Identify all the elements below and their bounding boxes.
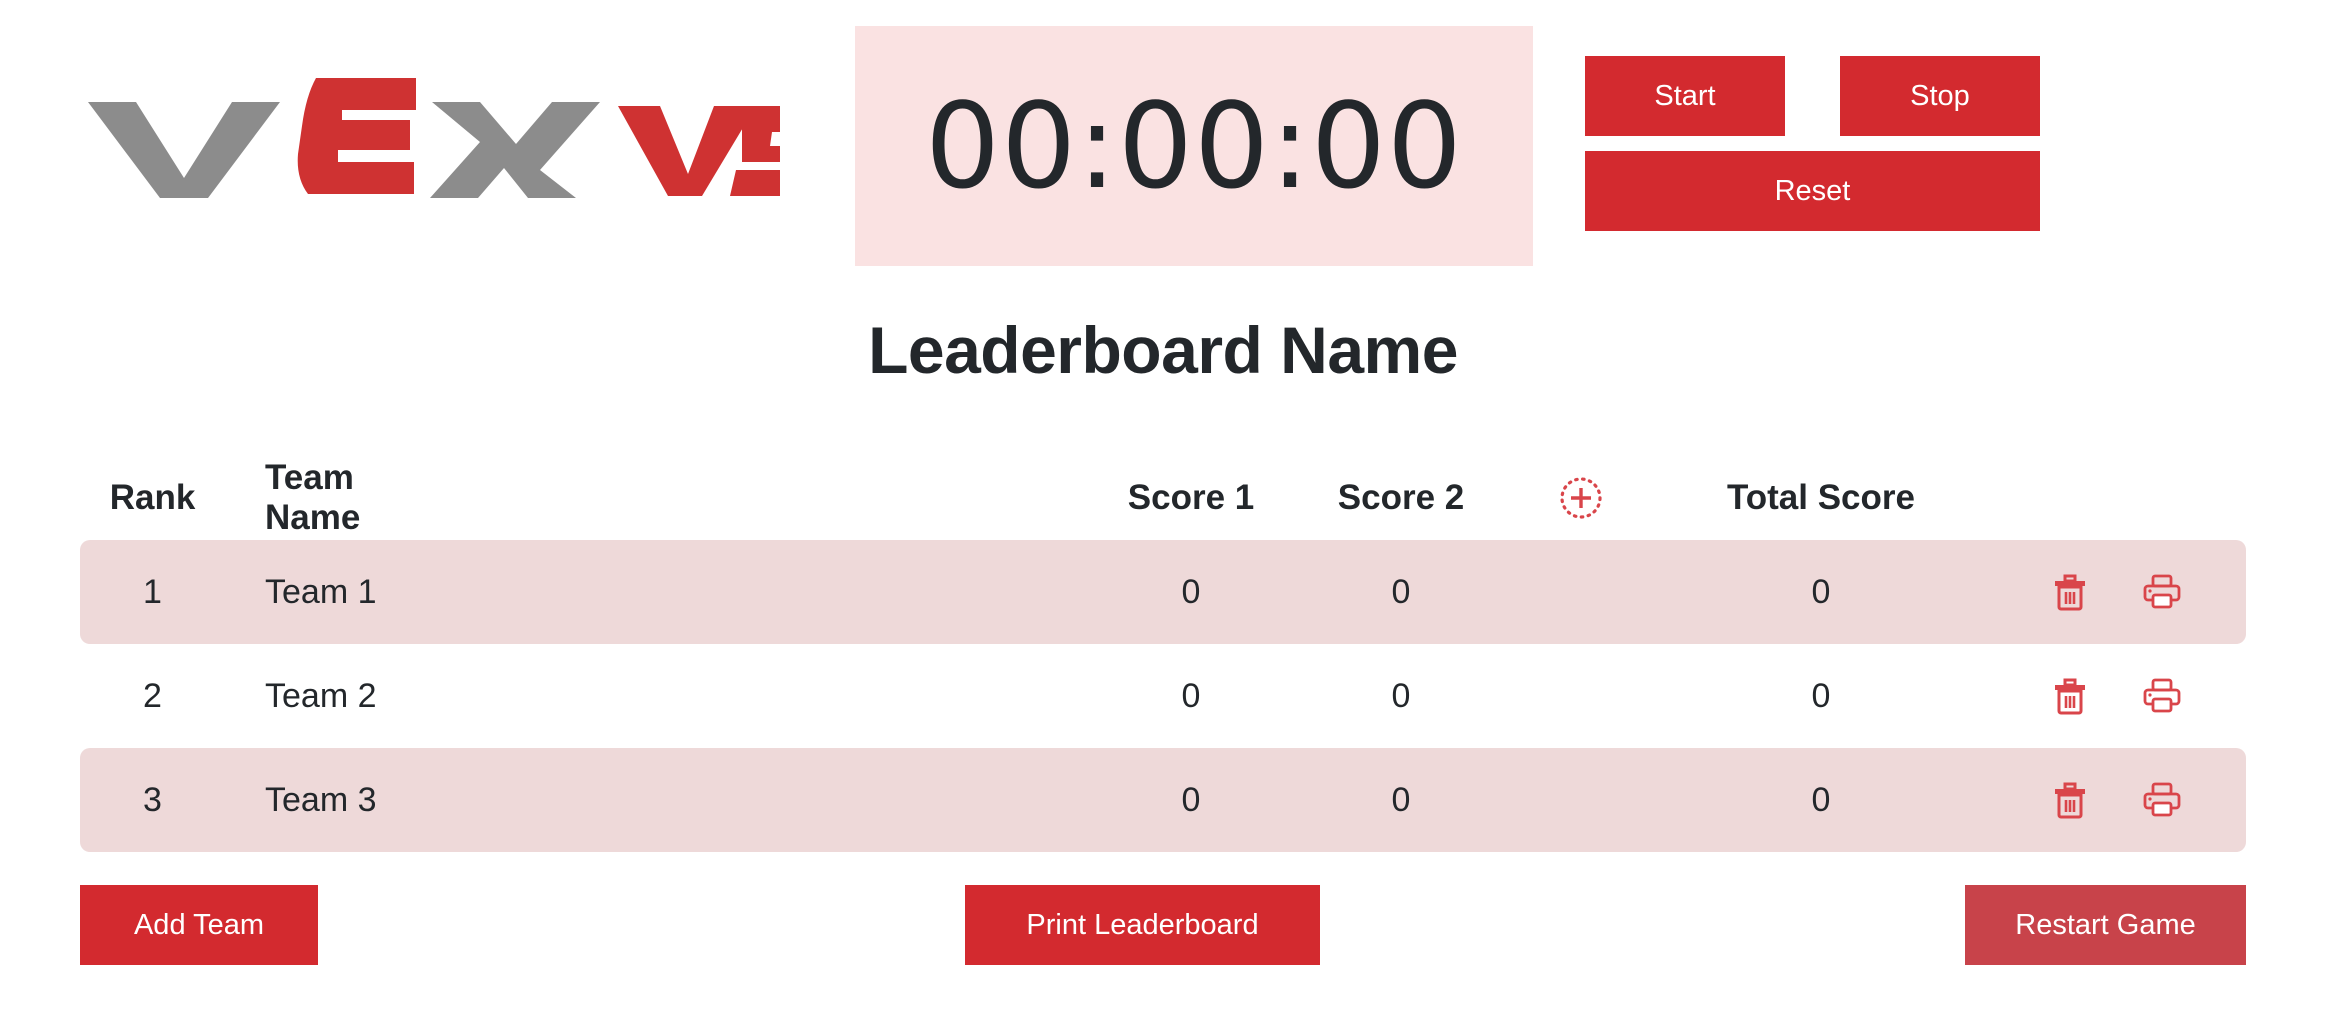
header-total-score: Total Score bbox=[1726, 477, 1915, 517]
cell-rank: 1 bbox=[143, 572, 162, 611]
add-score-column-icon[interactable] bbox=[1558, 475, 1604, 521]
cell-team-name[interactable]: Team 2 bbox=[265, 676, 377, 715]
header-score-1: Score 1 bbox=[1127, 477, 1255, 517]
add-score-column-cell bbox=[1506, 475, 1656, 521]
cell-actions bbox=[1986, 572, 2246, 612]
timer-value: 00:00:00 bbox=[925, 77, 1463, 215]
table-row[interactable]: 3 Team 3 0 0 0 bbox=[80, 748, 2246, 852]
cell-score-1[interactable]: 0 bbox=[1181, 780, 1201, 819]
cell-team-name[interactable]: Team 3 bbox=[265, 780, 377, 819]
page-title: Leaderboard Name bbox=[868, 313, 1458, 387]
print-leaderboard-button[interactable]: Print Leaderboard bbox=[965, 885, 1320, 965]
start-button[interactable]: Start bbox=[1585, 56, 1785, 136]
trash-icon[interactable] bbox=[2050, 676, 2090, 716]
cell-score-2[interactable]: 0 bbox=[1391, 676, 1411, 715]
cell-team-name[interactable]: Team 1 bbox=[265, 572, 377, 611]
cell-rank: 2 bbox=[143, 676, 162, 715]
cell-total-score: 0 bbox=[1811, 780, 1831, 819]
vex-v5-logo bbox=[80, 70, 780, 200]
printer-icon[interactable] bbox=[2142, 572, 2182, 612]
header-team-name: Team Name bbox=[265, 457, 361, 537]
trash-icon[interactable] bbox=[2050, 572, 2090, 612]
header-score-2: Score 2 bbox=[1337, 477, 1465, 517]
reset-button[interactable]: Reset bbox=[1585, 151, 2040, 231]
cell-total-score: 0 bbox=[1811, 676, 1831, 715]
table-row[interactable]: 1 Team 1 0 0 0 bbox=[80, 540, 2246, 644]
cell-total-score: 0 bbox=[1811, 572, 1831, 611]
cell-actions bbox=[1986, 780, 2246, 820]
timer-controls-row: Start Stop bbox=[1585, 56, 2040, 136]
cell-score-2[interactable]: 0 bbox=[1391, 572, 1411, 611]
timer-controls: Start Stop Reset bbox=[1585, 56, 2040, 231]
cell-score-1[interactable]: 0 bbox=[1181, 572, 1201, 611]
top-bar: 00:00:00 Start Stop Reset bbox=[0, 0, 2326, 275]
add-team-button[interactable]: Add Team bbox=[80, 885, 318, 965]
stop-button[interactable]: Stop bbox=[1840, 56, 2040, 136]
header-rank: Rank bbox=[109, 477, 196, 517]
table-row[interactable]: 2 Team 2 0 0 0 bbox=[80, 644, 2246, 748]
printer-icon[interactable] bbox=[2142, 780, 2182, 820]
table-header-row: Rank Team Name Score 1 Score 2 Total Sco… bbox=[80, 455, 2246, 540]
trash-icon[interactable] bbox=[2050, 780, 2090, 820]
printer-icon[interactable] bbox=[2142, 676, 2182, 716]
cell-score-2[interactable]: 0 bbox=[1391, 780, 1411, 819]
cell-score-1[interactable]: 0 bbox=[1181, 676, 1201, 715]
leaderboard-table: Rank Team Name Score 1 Score 2 Total Sco… bbox=[80, 455, 2246, 852]
timer-display: 00:00:00 bbox=[855, 26, 1533, 266]
restart-game-button[interactable]: Restart Game bbox=[1965, 885, 2246, 965]
bottom-action-bar: Add Team Print Leaderboard Restart Game bbox=[0, 885, 2326, 985]
cell-actions bbox=[1986, 676, 2246, 716]
cell-rank: 3 bbox=[143, 780, 162, 819]
